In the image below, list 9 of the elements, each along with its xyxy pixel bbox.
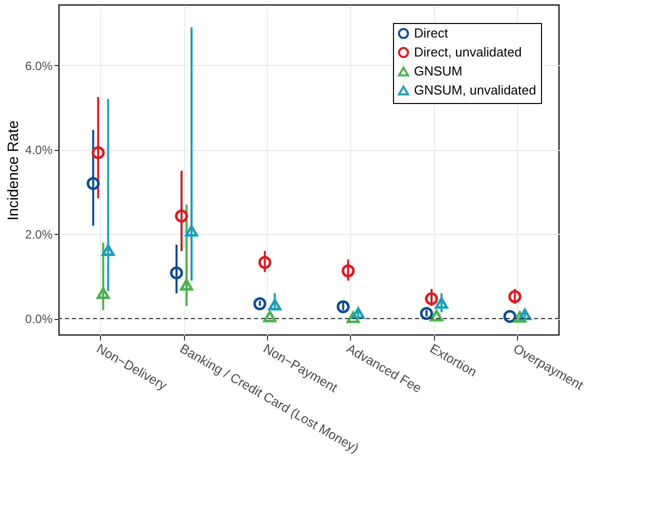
legend-label: Direct [414, 26, 448, 40]
y-tick-label: 0.0% [25, 312, 53, 326]
legend-label: GNSUM [414, 64, 462, 78]
legend-label: Direct, unvalidated [414, 44, 522, 60]
y-tick-label: 4.0% [25, 143, 53, 158]
legend-label: GNSUM, unvalidated [414, 82, 536, 98]
y-axis-title: Incidence Rate [5, 120, 22, 221]
y-tick-label: 2.0% [25, 228, 53, 242]
y-tick-label: 6.0% [25, 58, 53, 73]
